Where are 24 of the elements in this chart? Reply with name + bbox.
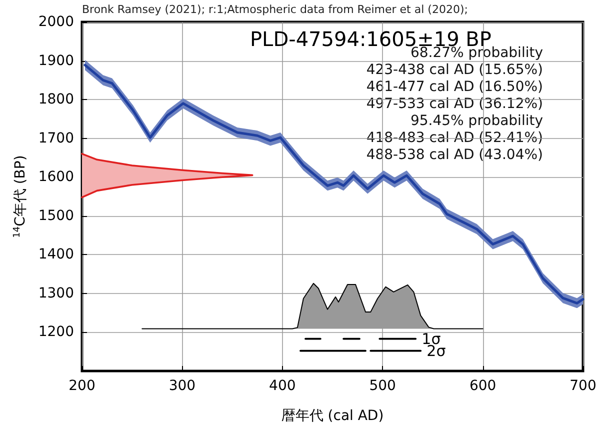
x-tick-label: 400 — [269, 378, 296, 394]
annotation: 488-538 cal AD (43.04%) — [366, 147, 543, 163]
y-tick-label: 1200 — [38, 324, 74, 340]
annotation: 423-438 cal AD (15.65%) — [366, 62, 543, 78]
y-tick-label: 1700 — [38, 130, 74, 146]
y-tick-label: 1500 — [38, 208, 74, 224]
y-tick-label: 2000 — [38, 14, 74, 30]
annotation: 497-533 cal AD (36.12%) — [366, 96, 543, 112]
x-tick-label: 700 — [570, 378, 596, 394]
x-tick-label: 600 — [469, 378, 496, 394]
annotation: 418-483 cal AD (52.41%) — [366, 130, 543, 146]
y-tick-label: 1900 — [38, 52, 74, 69]
x-tick-label: 200 — [68, 378, 96, 394]
y-tick-label: 1400 — [38, 246, 74, 263]
x-tick-label: 300 — [168, 378, 196, 394]
text: Bronk Ramsey (2021); r:1;Atmospheric data from Reimer et al (2020); — [82, 3, 468, 16]
annotation: 95.45% probability — [410, 113, 543, 129]
y-tick-label: 1800 — [38, 92, 74, 108]
y-tick-label: 1300 — [38, 285, 74, 302]
x-axis-title: 暦年代 (cal AD) — [281, 408, 384, 424]
y-tick-label: 1600 — [38, 169, 74, 186]
annotation: 461-477 cal AD (16.50%) — [366, 79, 543, 95]
y-axis-title: 14C年代 (BP) — [12, 155, 28, 238]
x-tick-label: 500 — [369, 378, 396, 394]
